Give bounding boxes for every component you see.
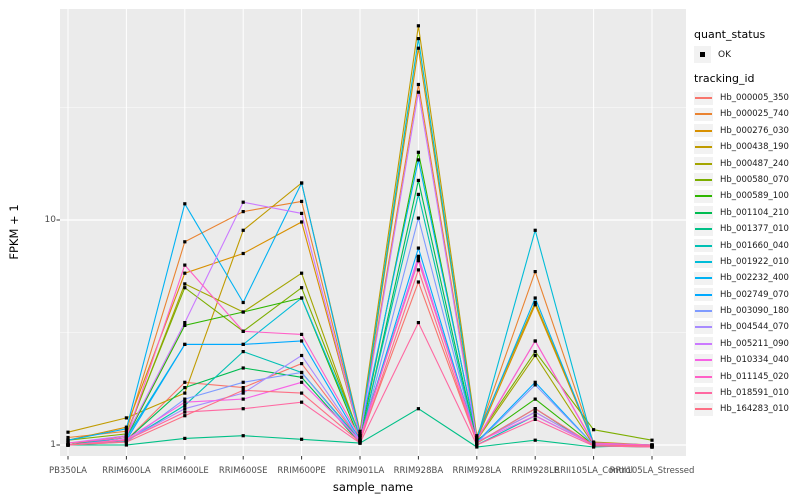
x-tick-label: PB350LA: [49, 466, 87, 476]
legend: quant_status OK tracking_id Hb_000005_35…: [694, 0, 800, 500]
y-tick-label-10: 10: [44, 215, 56, 225]
legend-title-tracking-id: tracking_id: [694, 72, 755, 85]
legend-color-line-icon: [694, 370, 713, 384]
x-tick-label: RRIM600LA: [102, 466, 151, 476]
legend-color-line-icon: [694, 222, 713, 236]
legend-color-line-icon: [694, 386, 713, 400]
legend-item-label: Hb_000487_240: [720, 158, 789, 169]
legend-item-label: Hb_001104_210: [720, 207, 789, 218]
legend-item-label: Hb_001660_040: [720, 240, 789, 251]
legend-color-line-icon: [694, 304, 713, 318]
legend-color-line-icon: [694, 288, 713, 302]
y-tick-label-1: 1: [50, 440, 56, 450]
legend-item-label: Hb_001377_010: [720, 224, 789, 235]
legend-color-line-icon: [694, 337, 713, 351]
legend-item-label: Hb_018591_010: [720, 388, 789, 399]
legend-color-line-icon: [694, 173, 713, 187]
legend-item-label: Hb_003090_180: [720, 306, 789, 317]
legend-item-label: Hb_000580_070: [720, 174, 789, 185]
x-tick-label: RRII105LA_Control: [554, 466, 633, 476]
quant-status-ok-key-icon: [694, 46, 711, 63]
x-tick-label: RRIM600PE: [277, 466, 326, 476]
quant-status-ok-label: OK: [718, 50, 731, 60]
x-axis-tick-labels: PB350LA RRIM600LA RRIM600LE RRIM600SE RRIM60…: [0, 466, 800, 480]
legend-item-label: Hb_004544_070: [720, 322, 789, 333]
legend-color-line-icon: [694, 206, 713, 220]
legend-item-label: Hb_011145_020: [720, 371, 789, 382]
x-tick-label: RRIM600SE: [218, 466, 268, 476]
x-axis-title: sample_name: [332, 480, 414, 494]
x-tick-label: RRIM901LA: [335, 466, 385, 476]
y-axis-title: FPKM + 1: [7, 204, 21, 260]
legend-color-line-icon: [694, 140, 713, 154]
legend-item-label: Hb_010334_040: [720, 355, 789, 366]
x-tick-label: RRIM928LA: [452, 466, 502, 476]
legend-title-quant-status: quant_status: [694, 28, 766, 41]
legend-item-label: Hb_005211_090: [720, 338, 789, 349]
legend-item-label: Hb_001922_010: [720, 256, 789, 267]
legend-item-label: Hb_002232_400: [720, 273, 789, 284]
legend-color-line-icon: [694, 91, 713, 105]
legend-color-line-icon: [694, 353, 713, 367]
legend-item-label: Hb_000276_030: [720, 125, 789, 136]
legend-item-label: Hb_002749_070: [720, 289, 789, 300]
legend-color-line-icon: [694, 124, 713, 138]
legend-color-line-icon: [694, 402, 713, 416]
legend-color-line-icon: [694, 271, 713, 285]
legend-item-label: Hb_000589_100: [720, 191, 789, 202]
x-tick-label: RRIM928BA: [393, 466, 444, 476]
legend-color-line-icon: [694, 255, 713, 269]
legend-color-line-icon: [694, 320, 713, 334]
legend-item-label: Hb_164283_010: [720, 404, 789, 415]
legend-color-line-icon: [694, 107, 713, 121]
legend-item-label: Hb_000438_190: [720, 142, 789, 153]
legend-color-line-icon: [694, 157, 713, 171]
x-tick-label: RRII105LA_Stressed: [609, 466, 695, 476]
x-tick-label: RRIM600LE: [160, 466, 209, 476]
legend-color-line-icon: [694, 239, 713, 253]
legend-item-label: Hb_000005_350: [720, 93, 789, 103]
x-tick-label: RRIM928LE: [511, 466, 560, 476]
legend-item-label: Hb_000025_740: [720, 109, 789, 120]
legend-color-line-icon: [694, 189, 713, 203]
